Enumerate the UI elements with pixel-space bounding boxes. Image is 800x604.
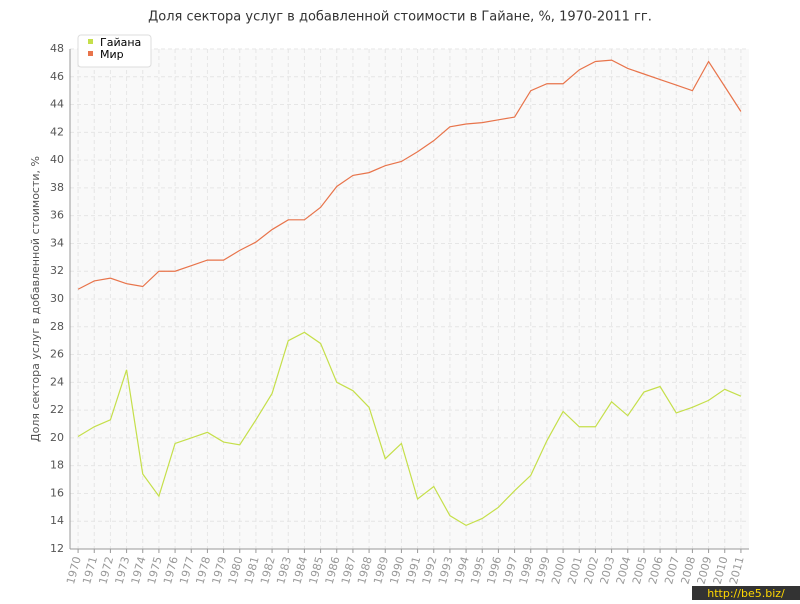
y-tick-label: 46 bbox=[50, 70, 64, 83]
y-tick-label: 36 bbox=[50, 209, 64, 222]
y-tick-label: 42 bbox=[50, 125, 64, 138]
legend-swatch bbox=[88, 51, 93, 56]
legend bbox=[77, 34, 152, 68]
y-tick-label: 18 bbox=[50, 459, 64, 472]
y-tick-label: 16 bbox=[50, 486, 64, 499]
y-tick-label: 28 bbox=[50, 320, 64, 333]
y-tick-label: 24 bbox=[50, 375, 64, 388]
y-tick-label: 40 bbox=[50, 153, 64, 166]
legend-label: Мир bbox=[100, 48, 124, 61]
y-tick-label: 38 bbox=[50, 181, 64, 194]
y-tick-label: 34 bbox=[50, 236, 64, 249]
y-tick-label: 14 bbox=[50, 514, 64, 527]
y-tick-label: 12 bbox=[50, 542, 64, 555]
y-tick-label: 22 bbox=[50, 403, 64, 416]
legend-swatch bbox=[88, 39, 93, 44]
series-line bbox=[77, 331, 742, 527]
watermark-bg bbox=[692, 586, 800, 600]
y-tick-label: 32 bbox=[50, 264, 64, 277]
y-tick-label: 48 bbox=[50, 42, 64, 55]
chart-title: Доля сектора услуг в добавленной стоимос… bbox=[148, 10, 652, 25]
y-axis-label: Доля сектора услуг в добавленной стоимос… bbox=[29, 156, 42, 442]
y-tick-label: 26 bbox=[50, 348, 64, 361]
y-tick-label: 20 bbox=[50, 431, 64, 444]
watermark: http://be5.biz/ bbox=[707, 587, 785, 600]
y-tick-label: 44 bbox=[50, 98, 64, 111]
legend-label: Гайана bbox=[100, 36, 141, 49]
y-tick-label: 30 bbox=[50, 292, 64, 305]
series-line bbox=[77, 59, 742, 290]
